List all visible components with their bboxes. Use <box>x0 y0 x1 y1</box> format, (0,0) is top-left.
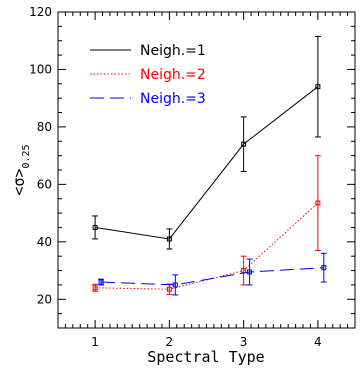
x-axis-title: Spectral Type <box>147 348 264 366</box>
y-tick-label: 20 <box>37 292 52 306</box>
data-point <box>98 279 104 285</box>
plot-frame <box>57 11 356 329</box>
y-tick-label: 40 <box>37 235 52 249</box>
data-point <box>166 286 172 292</box>
y-axis-title-main: <σ> <box>10 169 28 196</box>
y-tick-label: 60 <box>37 177 52 191</box>
legend-label: Neigh.=1 <box>140 43 206 59</box>
y-axis-title-sub: 0.25 <box>21 144 32 168</box>
y-tick-label: 80 <box>37 120 52 134</box>
data-point <box>315 84 321 90</box>
series-line <box>95 202 319 290</box>
x-tick-label: 1 <box>91 335 99 349</box>
data-point <box>172 282 178 288</box>
x-tick-label: 2 <box>166 335 174 349</box>
x-tick-label: 3 <box>240 335 248 349</box>
y-axis-title: <σ>0.25 <box>10 144 32 195</box>
data-point <box>92 224 98 230</box>
series-2 <box>92 155 321 295</box>
x-tick-label: 4 <box>314 335 322 349</box>
data-point <box>315 200 321 206</box>
series-layer <box>92 35 327 296</box>
data-point <box>321 265 327 271</box>
axes: 1 2 3 4 20 40 60 80 100 120 <box>29 5 355 349</box>
series-3 <box>98 252 327 296</box>
data-point <box>92 285 98 291</box>
data-point <box>241 141 247 147</box>
legend-label: Neigh.=2 <box>140 67 206 83</box>
legend: Neigh.=1 Neigh.=2 Neigh.=3 <box>90 43 206 107</box>
legend-label: Neigh.=3 <box>140 91 206 107</box>
data-point <box>166 236 172 242</box>
y-tick-label: 100 <box>29 62 52 76</box>
y-tick-label: 120 <box>29 5 52 19</box>
data-point <box>247 269 253 275</box>
series-line <box>95 86 319 240</box>
series-line <box>101 267 324 286</box>
series-1 <box>92 35 321 250</box>
